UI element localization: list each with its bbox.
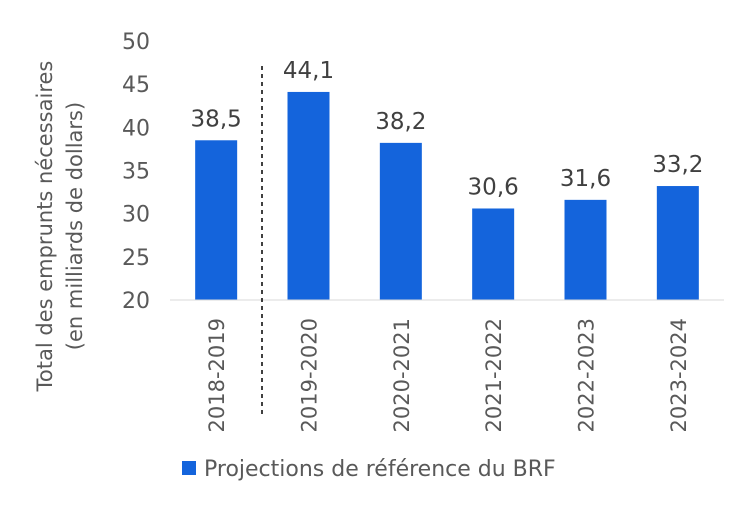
y-axis-ticks: 20 25 30 35 40 45 50 xyxy=(122,30,150,314)
bar xyxy=(472,208,515,300)
data-label: 33,2 xyxy=(652,152,703,178)
bar xyxy=(656,186,699,300)
y-tick-label: 40 xyxy=(122,116,150,141)
y-axis-title-line-1: Total des emprunts nécessaires xyxy=(33,61,57,393)
x-tick-label: 2022-2023 xyxy=(575,318,599,432)
y-tick-label: 35 xyxy=(122,160,150,185)
y-tick-label: 30 xyxy=(122,203,150,228)
x-tick-label: 2018-2019 xyxy=(205,318,229,432)
x-tick-label: 2019-2020 xyxy=(298,318,322,432)
data-labels: 38,5 44,1 38,2 30,6 31,6 33,2 xyxy=(191,58,704,201)
bar xyxy=(195,140,238,300)
y-tick-label: 20 xyxy=(122,289,150,314)
y-tick-label: 45 xyxy=(122,73,150,98)
y-tick-label: 25 xyxy=(122,246,150,271)
legend-swatch xyxy=(182,461,196,475)
data-label: 31,6 xyxy=(560,166,611,192)
legend: Projections de référence du BRF xyxy=(182,457,556,482)
data-label: 38,5 xyxy=(191,106,242,132)
bars xyxy=(195,91,699,300)
data-label: 30,6 xyxy=(468,174,519,200)
data-label: 38,2 xyxy=(375,109,426,135)
y-axis-title: Total des emprunts nécessaires (en milli… xyxy=(33,61,87,393)
x-tick-label: 2023-2024 xyxy=(667,318,691,432)
category-labels: 2018-2019 2019-2020 2020-2021 2021-2022 2022… xyxy=(205,318,691,432)
bar xyxy=(287,91,330,300)
bar xyxy=(564,199,607,300)
bar xyxy=(379,142,422,300)
x-tick-label: 2021-2022 xyxy=(482,318,506,432)
x-tick-label: 2020-2021 xyxy=(390,318,414,432)
y-axis-title-line-2: (en milliards de dollars) xyxy=(63,102,87,350)
legend-label: Projections de référence du BRF xyxy=(204,457,556,482)
y-tick-label: 50 xyxy=(122,30,150,55)
data-label: 44,1 xyxy=(283,58,334,84)
